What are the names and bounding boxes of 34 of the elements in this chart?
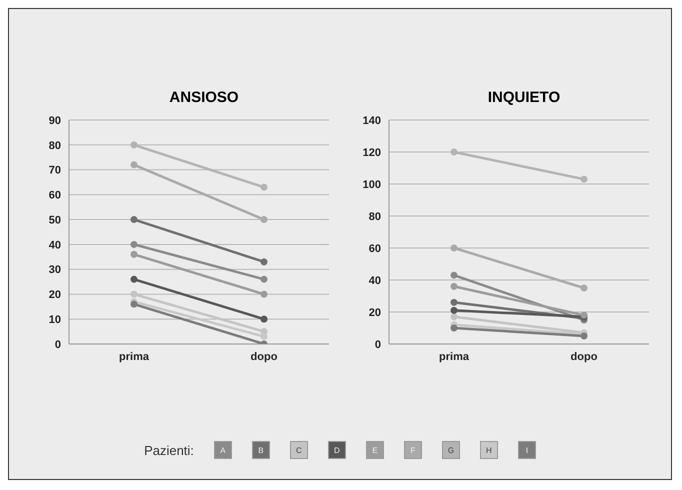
chart-title: ANSIOSO — [168, 89, 240, 106]
text: I — [518, 441, 536, 459]
y-tick-label: 50 — [48, 214, 61, 226]
x-tick-label: prima — [119, 350, 150, 363]
text: D — [328, 441, 346, 459]
y-tick-label: 70 — [48, 164, 61, 177]
y-tick-label: 140 — [362, 114, 381, 127]
y-tick-label: 0 — [54, 338, 61, 351]
y-tick-label: 90 — [48, 114, 61, 127]
text: G — [442, 441, 460, 459]
y-tick-label: 60 — [48, 190, 61, 202]
x-tick-label: dopo — [570, 350, 598, 363]
y-tick-label: 0 — [374, 338, 381, 351]
legend-title: Pazienti: — [144, 442, 194, 458]
text: B — [252, 441, 270, 459]
text: A — [214, 441, 232, 459]
text: H — [480, 441, 498, 459]
y-tick-label: 80 — [368, 210, 381, 223]
y-tick-label: 120 — [362, 146, 381, 159]
y-tick-label: 30 — [48, 264, 61, 276]
y-tick-label: 20 — [368, 306, 381, 319]
text: F — [404, 441, 422, 459]
y-tick-label: 20 — [48, 289, 61, 302]
text: E — [366, 441, 384, 459]
y-tick-label: 40 — [368, 274, 381, 287]
y-tick-label: 100 — [362, 178, 381, 191]
chart-title: INQUIETO — [486, 89, 562, 106]
x-tick-label: prima — [439, 350, 470, 363]
text: C — [290, 441, 308, 459]
y-tick-label: 60 — [368, 242, 381, 255]
y-tick-label: 40 — [48, 239, 61, 252]
y-tick-label: 80 — [48, 140, 61, 152]
y-tick-label: 10 — [48, 314, 61, 326]
x-tick-label: dopo — [250, 350, 278, 363]
